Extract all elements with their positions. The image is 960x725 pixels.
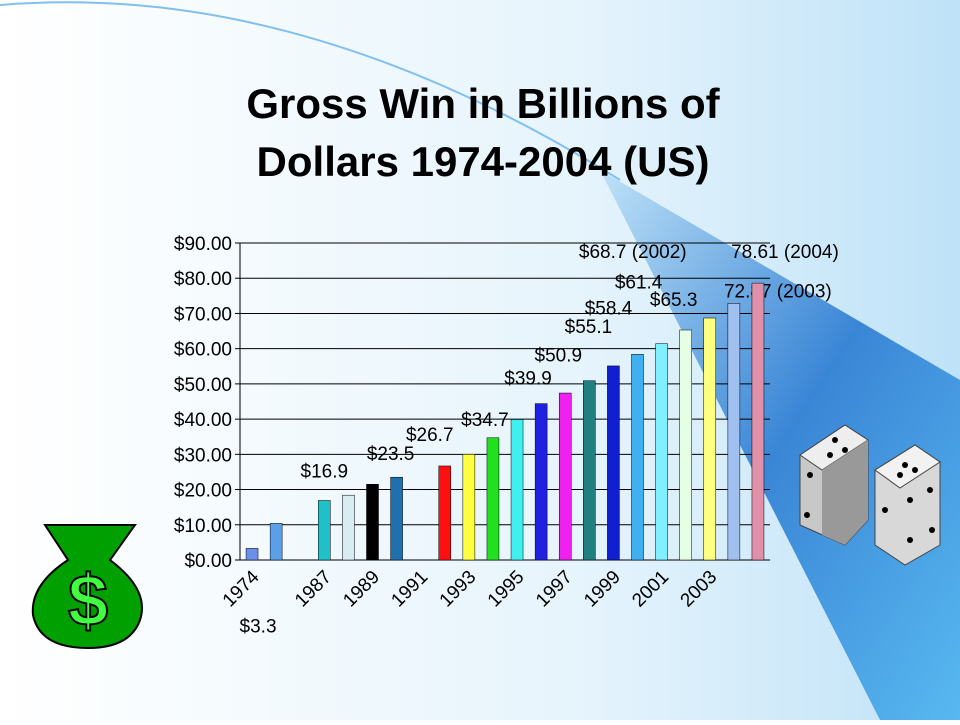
bar (583, 380, 596, 561)
bar (534, 403, 548, 561)
bar (486, 437, 500, 561)
value-label: $55.1 (565, 317, 613, 338)
y-tick-label: $50.00 (174, 375, 232, 396)
bar (703, 317, 717, 561)
bar (390, 476, 403, 561)
decor-streak (600, 170, 960, 720)
value-label: $39.9 (504, 368, 552, 389)
value-label: 72.87 (2003) (724, 281, 832, 302)
bar (751, 282, 765, 561)
plot: $0.00 $10.00 $20.00 $30.00 $40.00 $50.00 $60.0… (174, 234, 839, 637)
value-label: $26.7 (406, 425, 454, 446)
bar (269, 523, 283, 561)
y-tick-label: $80.00 (174, 269, 232, 290)
bar (438, 465, 452, 561)
value-label: $50.9 (535, 346, 583, 367)
value-label: $23.5 (367, 444, 415, 465)
value-label: $61.4 (615, 273, 663, 294)
y-tick-label: $90.00 (174, 234, 232, 255)
y-tick-label: $0.00 (184, 551, 232, 572)
y-tick-label: $30.00 (174, 445, 232, 466)
y-tick-label: $40.00 (174, 410, 232, 431)
svg-text:$: $ (68, 561, 108, 641)
bar (510, 419, 524, 561)
bar (607, 365, 620, 561)
bar (631, 354, 644, 561)
bar (558, 392, 572, 561)
bar (366, 484, 379, 561)
chart-title: Dollars 1974-2004 (US) (257, 138, 710, 185)
value-label: $58.4 (585, 298, 633, 319)
dice (799, 424, 941, 566)
bar (679, 329, 692, 561)
bar (462, 454, 476, 561)
decor-arc (0, 1, 621, 181)
value-label: 78.61 (2004) (731, 242, 839, 263)
value-label: $3.3 (240, 616, 277, 637)
bar (727, 303, 741, 561)
money-bag: $ (31, 524, 143, 650)
value-label: $65.3 (650, 290, 698, 311)
y-tick-label: $10.00 (174, 516, 232, 537)
bar (655, 343, 668, 561)
bar (318, 500, 331, 561)
y-tick-label: $20.00 (174, 481, 232, 502)
y-tick-label: $70.00 (174, 304, 232, 325)
value-label: $16.9 (301, 461, 349, 482)
bar (342, 494, 355, 561)
y-tick-label: $60.00 (174, 340, 232, 361)
value-label: $34.7 (461, 410, 509, 431)
chart-title: Gross Win in Billions of (246, 80, 720, 127)
value-label: $68.7 (2002) (579, 242, 687, 263)
bar (245, 548, 259, 561)
